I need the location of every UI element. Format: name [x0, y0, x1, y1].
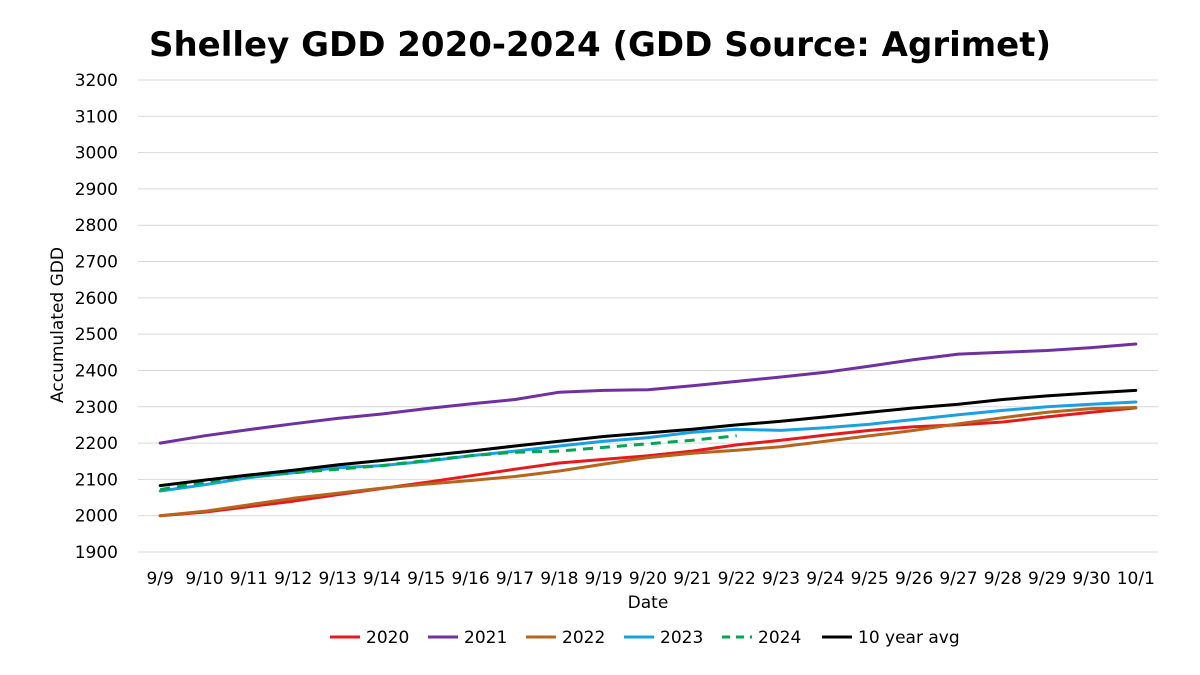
y-axis-label: Accumulated GDD	[48, 247, 68, 403]
x-tick-label: 9/11	[230, 569, 268, 589]
x-tick-label: 9/21	[673, 569, 711, 589]
y-tick-label: 3200	[75, 71, 118, 91]
chart-title: Shelley GDD 2020-2024 (GDD Source: Agrim…	[149, 25, 1051, 65]
legend-label: 2022	[562, 628, 605, 648]
x-tick-label: 9/25	[851, 569, 889, 589]
series-line-2024	[159, 434, 737, 492]
x-tick-label: 9/13	[318, 569, 356, 589]
y-tick-label: 2700	[75, 253, 118, 273]
y-tick-label: 2000	[75, 507, 118, 527]
legend-label: 2021	[464, 628, 507, 648]
y-tick-label: 2100	[75, 470, 118, 490]
y-tick-label: 3100	[75, 107, 118, 127]
x-axis-ticks: 9/9 9/10 9/11 9/12 9/13 9/14 9/15 9/16 9/17 9/18 9…	[146, 569, 1154, 589]
series-line-2021	[158, 342, 1138, 445]
x-tick-label: 9/23	[762, 569, 800, 589]
series-line-2020	[158, 406, 1138, 518]
y-tick-label: 2200	[75, 434, 118, 454]
y-tick-label: 2400	[75, 361, 118, 381]
gridlines	[138, 79, 1158, 553]
x-tick-label: 9/14	[363, 569, 401, 589]
legend: 2020 2021 2022 2023 2024 10 year avg	[330, 628, 960, 648]
y-tick-label: 1900	[75, 543, 118, 563]
series-lines	[158, 342, 1138, 518]
x-tick-label: 9/26	[895, 569, 933, 589]
x-tick-label: 9/27	[939, 569, 977, 589]
x-tick-label: 9/12	[274, 569, 312, 589]
x-tick-label: 9/29	[1028, 569, 1066, 589]
y-axis-ticks: 1900 2000 2100 2200 2300 2400 2500 2600 2700 2800…	[75, 71, 118, 563]
x-tick-label: 9/24	[806, 569, 844, 589]
x-tick-label: 9/15	[407, 569, 445, 589]
x-tick-label: 9/30	[1072, 569, 1110, 589]
y-tick-label: 2900	[75, 180, 118, 200]
x-tick-label: 9/20	[629, 569, 667, 589]
y-tick-label: 2600	[75, 289, 118, 309]
series-line-10-year-avg	[158, 388, 1138, 488]
legend-label: 2020	[366, 628, 409, 648]
series-line-2022	[158, 406, 1138, 518]
x-axis-label: Date	[628, 593, 669, 613]
x-tick-label: 9/9	[146, 569, 173, 589]
x-tick-label: 9/18	[540, 569, 578, 589]
legend-label: 2024	[758, 628, 801, 648]
y-tick-label: 2500	[75, 325, 118, 345]
x-tick-label: 9/16	[452, 569, 490, 589]
legend-label: 2023	[660, 628, 703, 648]
series-line-2023	[158, 400, 1138, 493]
y-tick-label: 2300	[75, 398, 118, 418]
x-tick-label: 9/10	[185, 569, 223, 589]
y-tick-label: 3000	[75, 144, 118, 164]
x-tick-label: 9/22	[718, 569, 756, 589]
x-tick-label: 9/28	[984, 569, 1022, 589]
y-tick-label: 2800	[75, 216, 118, 236]
x-tick-label: 9/19	[585, 569, 623, 589]
x-tick-label: 10/1	[1117, 569, 1155, 589]
x-tick-label: 9/17	[496, 569, 534, 589]
legend-label: 10 year avg	[858, 628, 960, 648]
